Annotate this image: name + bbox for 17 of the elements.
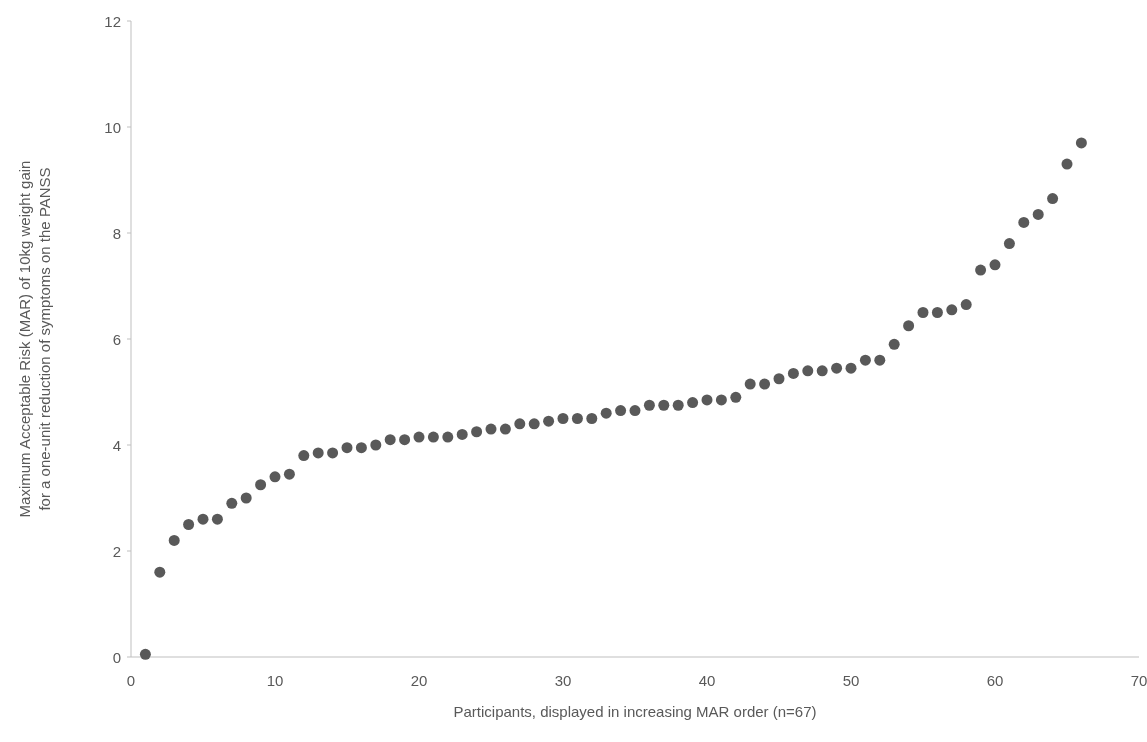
y-tick-label: 6 [112,330,121,348]
x-tick-label: 50 [842,671,860,689]
x-tick-label: 30 [554,671,572,689]
x-tick-label: 20 [410,671,428,689]
x-tick-label: 10 [266,671,284,689]
x-tick-label: 70 [1130,671,1147,689]
x-tick-label: 40 [698,671,716,689]
y-axis-title: Maximum Acceptable Risk (MAR) of 10kg weight gain for a one-unit reduction of symptoms on the PANSS [16,160,53,518]
y-tick-label: 10 [104,118,121,136]
x-tick-label: 0 [126,671,136,689]
y-tick-label: 2 [112,542,121,560]
y-tick-label: 0 [112,648,121,666]
y-tick-label: 4 [112,436,121,454]
y-tick-label: 8 [112,224,121,242]
y-tick-label: 12 [104,12,121,30]
x-tick-label: 60 [986,671,1004,689]
x-axis-title: Participants, displayed in increasing MAR order (n=67) [453,703,817,720]
